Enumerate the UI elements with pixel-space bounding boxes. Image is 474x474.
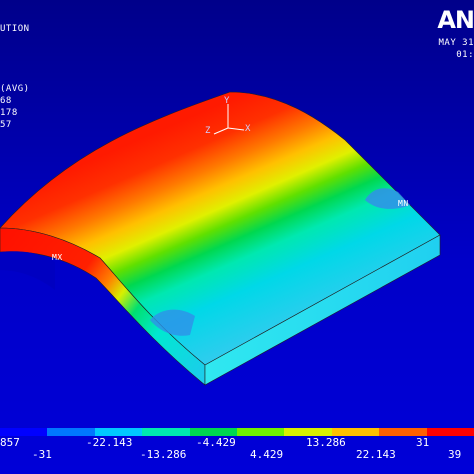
legend-swatch-6 bbox=[236, 428, 285, 436]
legend-bottom-label-2: -13.286 bbox=[140, 448, 187, 461]
plot-time: 01: bbox=[456, 50, 474, 60]
info-line-4: 57 bbox=[0, 120, 12, 130]
legend-top-label-5: 31 bbox=[416, 436, 430, 449]
legend-top-label-1: 857 bbox=[0, 436, 20, 449]
legend-swatch-7 bbox=[284, 428, 332, 436]
min-region-2 bbox=[150, 309, 195, 336]
legend-bottom-label-4: 22.143 bbox=[356, 448, 396, 461]
triad-x-label: X bbox=[245, 124, 251, 134]
contour-legend: 857 -22.143 -4.429 13.286 31 -31 -13.286… bbox=[0, 428, 474, 474]
legend-color-bar bbox=[0, 428, 474, 436]
arch-opening bbox=[0, 251, 55, 290]
max-marker: MX bbox=[52, 253, 63, 262]
info-line-2: 68 bbox=[0, 96, 12, 106]
shell-top-surface bbox=[0, 91, 441, 366]
legend-bottom-label-5: 39 bbox=[448, 448, 462, 461]
legend-swatch-10 bbox=[426, 428, 474, 436]
plot-title: UTION bbox=[0, 24, 30, 34]
ansys-logo: AN bbox=[437, 6, 474, 34]
shell-front-edge bbox=[204, 234, 441, 386]
legend-swatch-1 bbox=[0, 428, 48, 436]
legend-top-label-4: 13.286 bbox=[306, 436, 346, 449]
min-region bbox=[365, 188, 410, 209]
avg-label: (AVG) bbox=[0, 84, 30, 94]
legend-swatch-2 bbox=[47, 428, 95, 436]
triad-y-label: Y bbox=[224, 96, 230, 106]
legend-swatch-8 bbox=[331, 428, 380, 436]
legend-top-label-3: -4.429 bbox=[196, 436, 236, 449]
legend-bottom-label-1: -31 bbox=[32, 448, 52, 461]
legend-swatch-4 bbox=[142, 428, 190, 436]
legend-bottom-label-3: 4.429 bbox=[250, 448, 284, 461]
min-marker: MN bbox=[398, 199, 409, 208]
legend-swatch-9 bbox=[379, 428, 427, 436]
legend-swatch-3 bbox=[94, 428, 143, 436]
coordinate-triad bbox=[213, 104, 245, 135]
triad-z-label: Z bbox=[205, 126, 211, 136]
legend-swatch-5 bbox=[189, 428, 237, 436]
info-line-3: 178 bbox=[0, 108, 18, 118]
plot-date: MAY 31 bbox=[438, 38, 474, 48]
legend-top-label-2: -22.143 bbox=[86, 436, 133, 449]
